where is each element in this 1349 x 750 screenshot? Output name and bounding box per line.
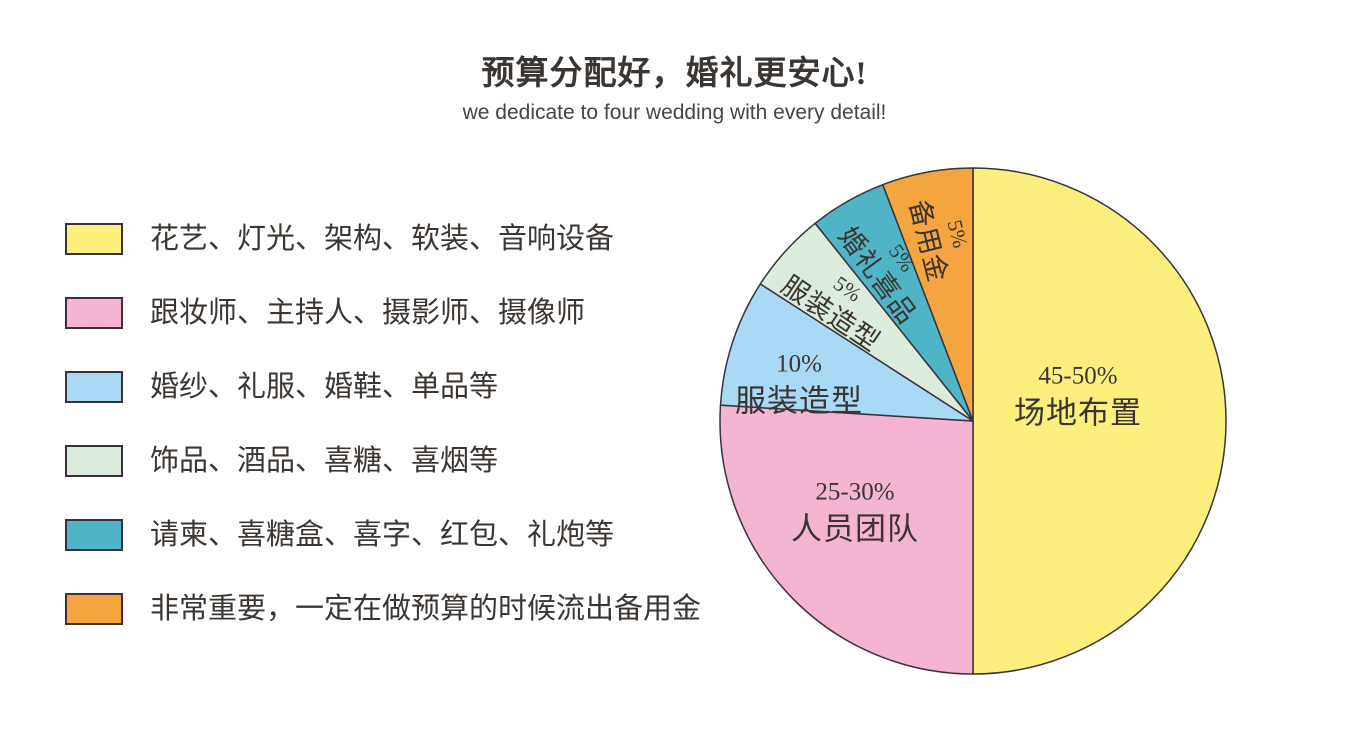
- legend-item: 婚纱、礼服、婚鞋、单品等: [65, 371, 701, 403]
- page-subtitle: we dedicate to four wedding with every d…: [462, 101, 887, 124]
- legend-swatch-blue: [65, 371, 123, 403]
- legend-item: 跟妆师、主持人、摄影师、摄像师: [65, 297, 701, 329]
- legend-label: 婚纱、礼服、婚鞋、单品等: [150, 371, 499, 403]
- pie-slice-1: [719, 404, 974, 675]
- header: 预算分配好，婚礼更安心! we dedicate to four wedding…: [0, 46, 1349, 125]
- legend-swatch-green: [65, 445, 123, 477]
- pie-slice-5: [882, 167, 974, 422]
- legend-swatch-teal: [65, 519, 123, 551]
- legend-item: 饰品、酒品、喜糖、喜烟等: [65, 445, 701, 477]
- legend-swatch-orange: [65, 593, 123, 625]
- pie-slice-0: [972, 167, 1227, 675]
- legend-label: 花艺、灯光、架构、软装、音响设备: [150, 223, 615, 255]
- pie-slice-2: [719, 283, 974, 422]
- legend-label: 饰品、酒品、喜糖、喜烟等: [150, 445, 499, 477]
- legend-item: 非常重要，一定在做预算的时候流出备用金: [65, 593, 702, 625]
- legend-swatch-yellow: [65, 223, 123, 255]
- page-title: 预算分配好，婚礼更安心!: [481, 56, 868, 92]
- legend-item: 花艺、灯光、架构、软装、音响设备: [65, 223, 701, 255]
- legend-item: 请柬、喜糖盒、喜字、红包、礼炮等: [65, 519, 701, 551]
- legend-swatch-pink: [65, 297, 123, 329]
- legend-label: 非常重要，一定在做预算的时候流出备用金: [150, 593, 702, 625]
- legend-label: 跟妆师、主持人、摄影师、摄像师: [150, 297, 586, 329]
- legend: 花艺、灯光、架构、软装、音响设备 跟妆师、主持人、摄影师、摄像师 婚纱、礼服、婚…: [65, 223, 702, 668]
- legend-label: 请柬、喜糖盒、喜字、红包、礼炮等: [150, 519, 615, 551]
